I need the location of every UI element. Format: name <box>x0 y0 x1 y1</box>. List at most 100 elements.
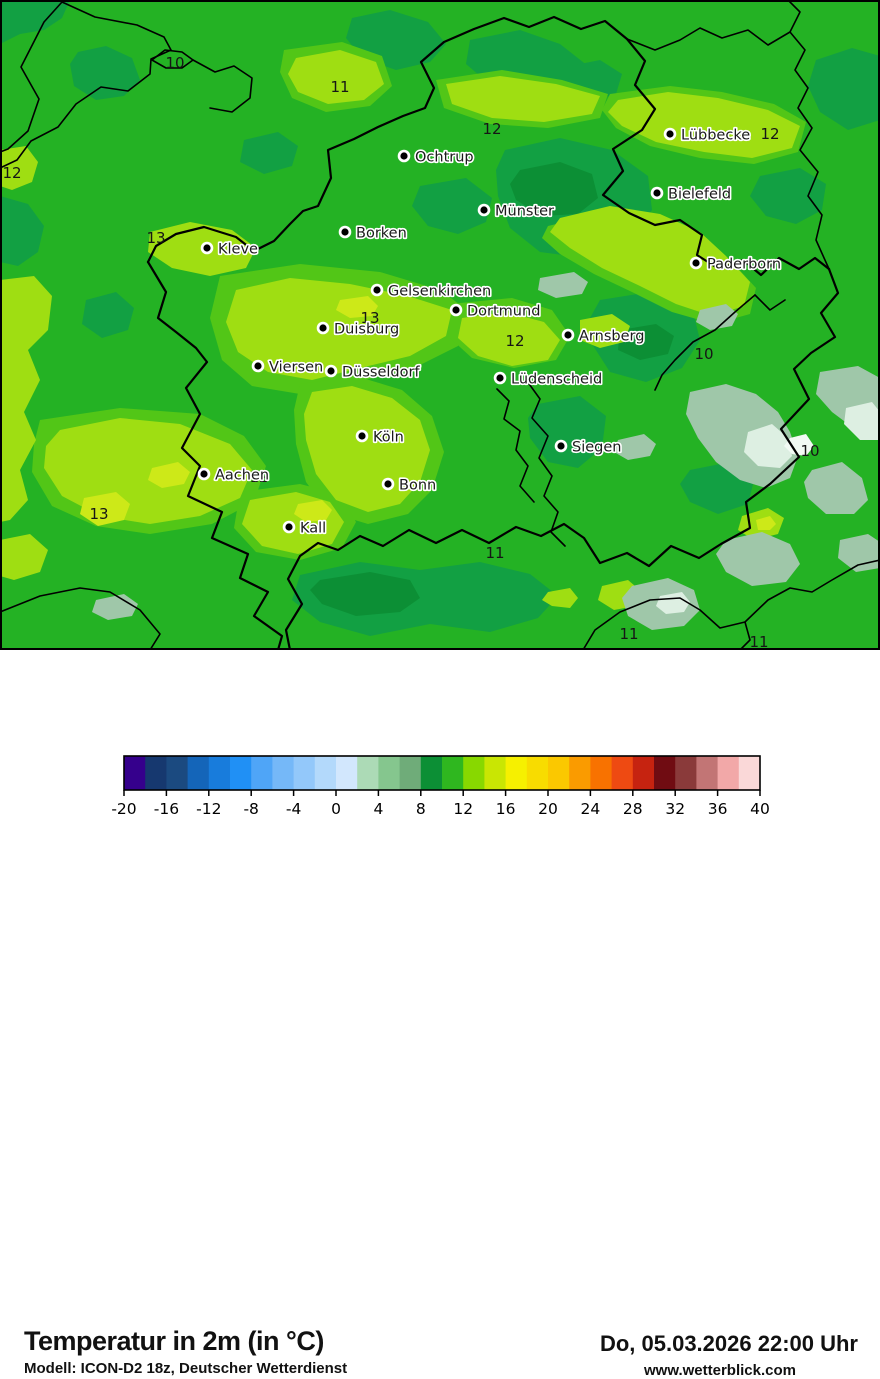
city-label: Ochtrup <box>415 150 474 166</box>
color-scale-swatch <box>293 756 316 790</box>
color-scale-swatch <box>505 756 528 790</box>
color-scale-ticks: -20 -16 -12 -8 -4 0 4 8 12 16 20 24 28 32 36 40 <box>111 790 770 818</box>
city-marker-dot <box>319 324 327 332</box>
color-scale-swatch <box>696 756 718 790</box>
city-label: Kall <box>300 521 326 537</box>
temperature-color-scale: -20 -16 -12 -8 -4 0 4 8 12 16 20 24 28 32 36 40 <box>111 755 770 818</box>
city-label: Lübbecke <box>681 128 750 144</box>
city-marker-dot <box>564 331 572 339</box>
map-title: Temperatur in 2m (in °C) <box>24 1326 324 1356</box>
city-label: Bonn <box>399 478 436 494</box>
tick-label: -16 <box>154 800 179 818</box>
city-marker-dot <box>200 470 208 478</box>
city-marker-dot <box>358 432 366 440</box>
temperature-value-labels: 10 11 12 12 12 13 13 12 10 10 12 13 11 11 11 <box>2 54 819 650</box>
color-scale-swatch <box>675 756 697 790</box>
color-scale-frame <box>123 755 761 791</box>
color-scale-swatch <box>548 756 570 790</box>
color-scale-swatch <box>611 756 634 790</box>
city-label: Kleve <box>218 242 258 258</box>
city-label: Aachen <box>215 468 269 484</box>
temperature-field-bright-patches <box>0 50 800 610</box>
color-scale-swatch <box>357 756 379 790</box>
city-marker-dot <box>285 523 293 531</box>
temp-value-label: 12 <box>482 120 501 138</box>
temp-value-label: 13 <box>360 309 379 327</box>
city-label: Köln <box>373 430 404 446</box>
website-url: www.wetterblick.com <box>644 1362 796 1379</box>
city-marker-dot <box>557 442 565 450</box>
city-label: Bielefeld <box>668 187 731 203</box>
temp-value-label: 11 <box>749 633 768 650</box>
city-marker-dot <box>653 189 661 197</box>
color-scale-swatch <box>484 756 506 790</box>
city-label: Borken <box>356 226 407 242</box>
city-label: Lüdenscheid <box>511 372 602 388</box>
tick-label: 28 <box>623 800 643 818</box>
tick-label: 32 <box>665 800 685 818</box>
city-marker-dot <box>327 367 335 375</box>
tick-label: 4 <box>373 800 383 818</box>
city-marker-dot <box>373 286 381 294</box>
color-scale-swatch <box>124 756 146 790</box>
temp-value-label: 12 <box>249 468 268 486</box>
tick-label: 36 <box>708 800 728 818</box>
city-markers-layer: Ochtrup Münster Borken Kleve Lübbecke Bielefe… <box>197 126 783 538</box>
color-scale-swatch <box>526 756 549 790</box>
temp-value-label: 10 <box>165 54 184 72</box>
color-scale-swatches <box>124 756 761 790</box>
city-marker-dot <box>341 228 349 236</box>
weather-map: 10 11 12 12 12 13 13 12 10 10 12 13 11 11 11 Ochtrup Mü… <box>0 0 880 650</box>
tick-label: 24 <box>581 800 601 818</box>
map-frame <box>0 0 880 650</box>
temp-value-label: 10 <box>694 345 713 363</box>
color-scale-swatch <box>166 756 188 790</box>
model-info: Modell: ICON-D2 18z, Deutscher Wetterdie… <box>24 1360 348 1377</box>
tick-label: 0 <box>331 800 341 818</box>
color-scale-swatch <box>442 756 464 790</box>
district-border-lines <box>0 0 880 650</box>
tick-label: -4 <box>286 800 301 818</box>
temp-value-label: 12 <box>760 125 779 143</box>
city-label: Siegen <box>572 440 621 456</box>
temp-value-label: 12 <box>2 164 21 182</box>
city-label: Dortmund <box>467 304 540 320</box>
temp-value-label: 11 <box>619 625 638 643</box>
temperature-field-sage-patches <box>92 272 880 630</box>
city-label: Düsseldorf <box>342 365 420 381</box>
color-scale-swatch <box>717 756 740 790</box>
color-scale-swatch <box>314 756 337 790</box>
temp-value-label: 13 <box>89 505 108 523</box>
city-label: Paderborn <box>707 257 781 273</box>
color-scale-swatch <box>590 756 612 790</box>
temp-value-label: 10 <box>800 442 819 460</box>
color-scale-swatch <box>208 756 231 790</box>
color-scale-swatch <box>463 756 485 790</box>
city-label: Gelsenkirchen <box>388 284 491 300</box>
color-scale-swatch <box>145 756 167 790</box>
tick-label: -20 <box>111 800 136 818</box>
tick-label: 8 <box>416 800 426 818</box>
city-label: Arnsberg <box>579 329 644 345</box>
city-marker-dot <box>384 480 392 488</box>
temp-value-label: 13 <box>146 229 165 247</box>
color-scale-swatch <box>230 756 252 790</box>
city-marker-dot <box>496 374 504 382</box>
tick-label: 20 <box>538 800 558 818</box>
color-scale-swatch <box>738 756 761 790</box>
color-scale-swatch <box>654 756 676 790</box>
color-scale-swatch <box>378 756 400 790</box>
color-scale-swatch <box>569 756 591 790</box>
temp-value-label: 12 <box>505 332 524 350</box>
state-border-lines <box>146 15 840 650</box>
color-scale-swatch <box>420 756 443 790</box>
city-marker-dot <box>254 362 262 370</box>
tick-label: 16 <box>496 800 516 818</box>
city-marker-dot <box>400 152 408 160</box>
temp-value-label: 11 <box>330 78 349 96</box>
tick-label: 12 <box>453 800 473 818</box>
temperature-field-lime-patches <box>80 296 776 530</box>
color-scale-swatch <box>336 756 358 790</box>
color-scale-swatch <box>187 756 210 790</box>
color-scale-swatch <box>251 756 273 790</box>
